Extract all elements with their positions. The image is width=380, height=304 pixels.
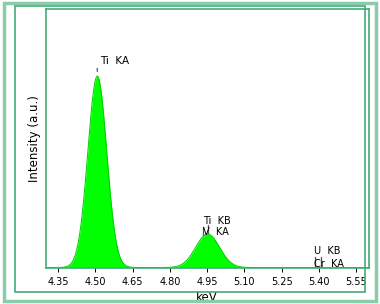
Text: U  KB: U KB (314, 246, 340, 256)
Text: Cr  KA: Cr KA (314, 260, 344, 269)
Text: Ti  KA: Ti KA (100, 56, 129, 66)
X-axis label: keV: keV (196, 291, 218, 304)
Text: V  KA: V KA (203, 227, 229, 237)
Y-axis label: Intensity (a.u.): Intensity (a.u.) (28, 95, 41, 182)
Text: Ti  KB: Ti KB (203, 216, 231, 226)
